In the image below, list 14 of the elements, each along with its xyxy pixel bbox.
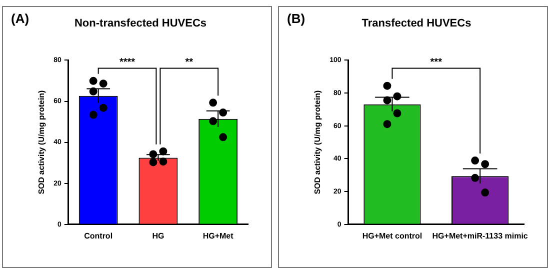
chart-title: Transfected HUVECs bbox=[362, 18, 472, 30]
x-tick-label: HG+Met control bbox=[362, 231, 422, 240]
y-axis-title: SOD activity (U/mg protein) bbox=[313, 90, 322, 194]
text: (B) bbox=[287, 11, 306, 26]
y-axis-title: SOD activity (U/mg protein) bbox=[37, 90, 46, 194]
text: (A) bbox=[11, 11, 30, 26]
x-tick-label: Control bbox=[84, 231, 113, 240]
x-tick-label: HG bbox=[152, 231, 164, 240]
x-tick-label: HG+Met+miR-1133 mimic bbox=[432, 231, 528, 240]
annotation: *** bbox=[430, 56, 442, 68]
annotation: ** bbox=[185, 56, 194, 68]
annotation: **** bbox=[119, 56, 136, 68]
chart-title: Non-transfected HUVECs bbox=[74, 18, 207, 30]
x-tick-label: HG+Met bbox=[202, 231, 234, 240]
